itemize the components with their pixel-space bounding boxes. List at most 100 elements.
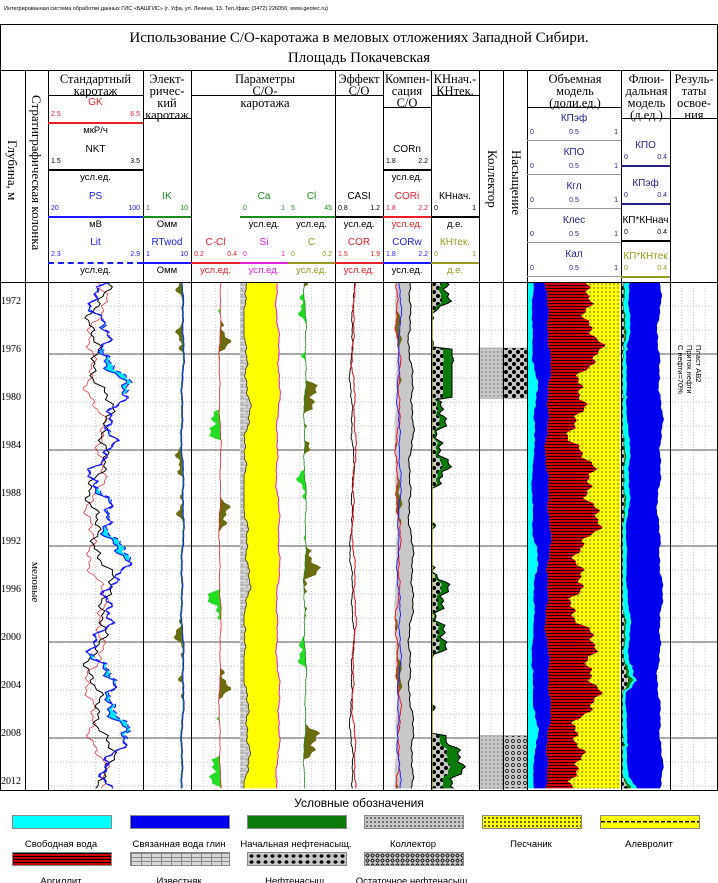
scale-max: 2.2 [418, 205, 428, 212]
scale-min: 0 [530, 265, 534, 272]
initial-oil-fluid [622, 282, 634, 789]
result-line: Пласт АВ2 [694, 345, 703, 383]
scale-min: 1.8 [386, 205, 396, 212]
saturation-interval [502, 735, 528, 789]
electric-header: Элект-ричес-кий каротаж [145, 72, 189, 122]
scale-line [383, 216, 431, 218]
legend-swatch-limestone [130, 852, 230, 866]
scale-label: Cl [306, 191, 317, 202]
divider [383, 107, 431, 108]
scale-label: Si [259, 237, 269, 248]
si-curve [274, 282, 282, 789]
scale-unit: мВ [89, 219, 102, 230]
legend-label: Известняк [156, 876, 202, 883]
scale-label: C [307, 237, 316, 248]
standard-header: Стандартный каротаж [59, 72, 132, 98]
scale-label: КП*КНтек [623, 251, 668, 262]
divider [431, 70, 432, 790]
divider [621, 70, 622, 790]
scale-max: 1.2 [370, 205, 380, 212]
scale-min: 0.8 [338, 205, 348, 212]
scale-max: 1 [614, 163, 618, 170]
cor-curve [350, 282, 358, 789]
legend-title: Условные обозначения [294, 796, 424, 810]
divider [383, 70, 384, 790]
scale-min: 0 [530, 231, 534, 238]
depth-tick-label: 2004 [1, 680, 21, 691]
saturation-interval [502, 347, 528, 399]
sandstone-volume [566, 282, 620, 789]
scale-label: CASI [347, 191, 371, 202]
divider [25, 70, 26, 790]
scale-max: 1 [614, 197, 618, 204]
scale-unit: усл.ед. [248, 219, 280, 230]
depth-header: Глубина, м [5, 140, 20, 201]
bound-water-volume [531, 282, 552, 789]
legend-swatch-oil-saturated [247, 852, 347, 866]
scale-unit: д.е. [446, 265, 464, 276]
scale-line [335, 262, 383, 264]
scale-unit: Омм [156, 265, 178, 276]
saturation-header: Насыщение [509, 150, 524, 216]
c-fill-green [296, 282, 307, 789]
results-text: Пласт АВ2 Приток нефти С нефти=70% [676, 345, 703, 394]
depth-tick-label: 2000 [1, 632, 21, 643]
scale-label: GK [88, 97, 103, 108]
argillite-volume [544, 282, 606, 789]
divider [335, 70, 336, 790]
scale-min: 0.2 [194, 251, 204, 258]
depth-tick-label: 1976 [1, 344, 21, 355]
divider [503, 70, 504, 790]
scale-label: PS [88, 191, 103, 202]
scale-unit: усл.ед. [391, 219, 423, 230]
scale-unit: усл.ед. [296, 219, 327, 230]
scale-line [527, 174, 621, 175]
depth-tick-label: 1992 [1, 536, 21, 547]
divider [335, 95, 383, 96]
scale-line [143, 216, 191, 218]
divider [621, 118, 670, 119]
legend-label: Начальная нефтенасыщ. [240, 839, 352, 850]
scale-label: КНнач. [439, 191, 471, 202]
scale-max: 2.2 [418, 158, 428, 165]
legend-label: Связанная вода глин [132, 839, 226, 850]
c-fill-olive [303, 282, 322, 789]
scale-line [383, 262, 431, 264]
scale-min: 0 [624, 229, 628, 236]
scale-unit: усл.ед. [80, 172, 111, 183]
scale-unit: усл.ед. [391, 172, 423, 183]
scale-min: 0 [530, 197, 534, 204]
scale-min: 0 [624, 154, 628, 161]
scale-line [48, 169, 143, 171]
scale-unit: усл.ед. [391, 265, 423, 276]
scale-label: IK [162, 191, 172, 202]
divider [143, 70, 144, 790]
divider [670, 118, 717, 119]
scale-min: 2.3 [51, 251, 61, 258]
depth-tick-label: 1980 [1, 392, 21, 403]
ca-curve [243, 282, 252, 789]
volume-model-header: Объемная модель (доли.ед.) [548, 72, 602, 110]
scale-line [527, 242, 621, 243]
scale-label: Lit [90, 237, 101, 248]
scale-max: 10 [180, 205, 188, 212]
scale-label: RTwod [151, 237, 183, 248]
strat-label: меловые [29, 562, 41, 603]
scale-min: 0 [243, 251, 247, 258]
scale-line [621, 240, 670, 242]
fluid-model-header: Флюи-дальная модель (д.ед.) [625, 72, 668, 122]
divider [527, 70, 528, 790]
scale-label: КПэф [560, 113, 588, 124]
scale-line [527, 276, 621, 277]
sand-fill [244, 282, 281, 789]
scale-min: 0 [530, 129, 534, 136]
scale-label: КП*КНнач [622, 215, 669, 226]
legend-label: Песчаник [510, 839, 552, 850]
free-water-volume [528, 282, 539, 789]
scale-max: 6.5 [130, 111, 140, 118]
divider [0, 790, 718, 791]
legend-swatch-argillite [12, 852, 112, 866]
scale-max: 0.4 [657, 229, 667, 236]
divider [0, 24, 718, 25]
scale-label: КПэф [632, 178, 659, 189]
